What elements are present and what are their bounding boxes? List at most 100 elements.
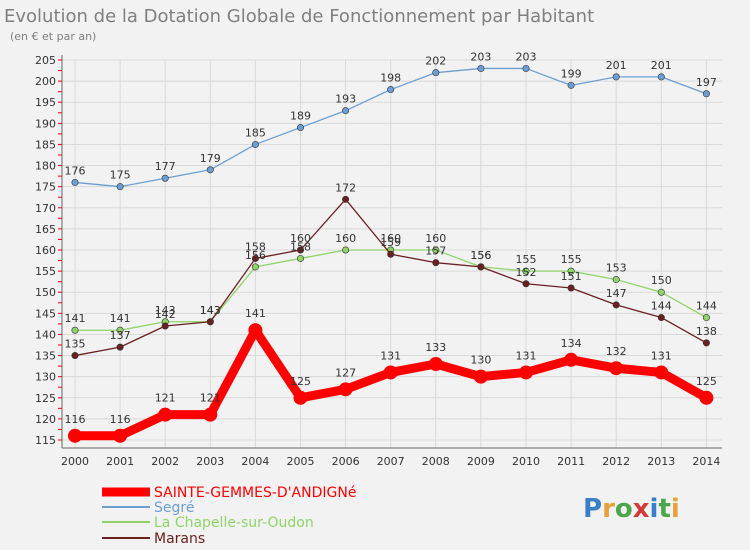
data-point-sainte-gemmes-d-andign xyxy=(428,357,443,371)
data-label-segr: 203 xyxy=(516,50,537,63)
data-point-segr xyxy=(612,73,620,81)
data-label-sainte-gemmes-d-andign: 131 xyxy=(651,349,672,362)
data-label-sainte-gemmes-d-andign: 132 xyxy=(606,345,627,358)
data-point-sainte-gemmes-d-andign xyxy=(248,323,263,338)
data-label-sainte-gemmes-d-andign: 116 xyxy=(110,413,131,426)
data-label-la-chapelle-sur-oudon: 143 xyxy=(200,304,221,317)
proxiti-logo: Proxiti xyxy=(583,494,680,524)
data-label-marans: 158 xyxy=(245,240,266,253)
data-point-segr xyxy=(432,69,440,77)
data-point-sainte-gemmes-d-andign xyxy=(654,365,669,380)
data-label-sainte-gemmes-d-andign: 134 xyxy=(561,337,582,350)
data-label-marans: 143 xyxy=(200,304,221,317)
data-label-marans: 138 xyxy=(696,325,717,338)
data-label-segr: 202 xyxy=(425,55,446,68)
data-point-sainte-gemmes-d-andign xyxy=(68,428,82,443)
data-point-marans xyxy=(567,284,575,292)
data-point-marans xyxy=(116,343,124,351)
data-label-la-chapelle-sur-oudon: 158 xyxy=(290,240,311,253)
data-label-la-chapelle-sur-oudon: 160 xyxy=(335,232,356,245)
data-point-la-chapelle-sur-oudon xyxy=(702,314,710,322)
data-label-marans: 137 xyxy=(110,329,131,342)
data-point-la-chapelle-sur-oudon xyxy=(296,254,304,262)
data-label-la-chapelle-sur-oudon: 153 xyxy=(606,262,627,275)
data-label-segr: 199 xyxy=(561,67,582,80)
x-tick-label: 2004 xyxy=(241,455,269,468)
data-point-marans xyxy=(432,259,440,267)
data-label-marans: 156 xyxy=(470,249,491,262)
data-point-segr xyxy=(387,86,395,94)
data-point-marans xyxy=(387,250,395,258)
data-label-sainte-gemmes-d-andign: 125 xyxy=(290,375,311,388)
data-point-marans xyxy=(612,301,620,309)
data-point-sainte-gemmes-d-andign xyxy=(203,407,218,422)
x-tick-label: 2014 xyxy=(692,455,720,468)
logo-letter: o xyxy=(615,494,633,524)
data-label-segr: 203 xyxy=(470,50,491,63)
data-label-sainte-gemmes-d-andign: 130 xyxy=(470,354,491,367)
data-label-sainte-gemmes-d-andign: 133 xyxy=(425,341,446,354)
data-label-la-chapelle-sur-oudon: 156 xyxy=(470,249,491,262)
x-tick-label: 2009 xyxy=(467,455,495,468)
logo-letter: r xyxy=(602,494,615,524)
data-label-la-chapelle-sur-oudon: 141 xyxy=(65,312,86,325)
y-tick-label: 160 xyxy=(35,244,56,257)
data-point-sainte-gemmes-d-andign xyxy=(158,407,173,422)
data-label-marans: 157 xyxy=(425,245,446,258)
x-tick-label: 2007 xyxy=(377,455,405,468)
x-tick-label: 2006 xyxy=(332,455,360,468)
data-point-marans xyxy=(702,339,710,347)
y-tick-label: 155 xyxy=(35,265,56,278)
data-point-marans xyxy=(296,246,304,254)
data-point-la-chapelle-sur-oudon xyxy=(567,267,575,275)
x-tick-label: 2002 xyxy=(151,455,179,468)
y-tick-label: 205 xyxy=(35,54,56,67)
data-label-marans: 159 xyxy=(380,236,401,249)
data-label-sainte-gemmes-d-andign: 116 xyxy=(65,413,86,426)
data-point-sainte-gemmes-d-andign xyxy=(699,390,714,405)
data-label-sainte-gemmes-d-andign: 125 xyxy=(696,375,717,388)
x-tick-label: 2008 xyxy=(422,455,450,468)
x-tick-label: 2011 xyxy=(557,455,585,468)
data-label-segr: 201 xyxy=(651,59,672,72)
y-tick-label: 130 xyxy=(35,371,56,384)
axes: 115 120 125 130 135 140 145 150 155 160 165 170 175 1… xyxy=(35,54,722,468)
data-label-segr: 176 xyxy=(65,164,86,177)
data-label-marans: 152 xyxy=(516,266,537,279)
legend-label-segr: Segré xyxy=(154,500,194,516)
data-point-sainte-gemmes-d-andign xyxy=(519,365,533,380)
data-label-la-chapelle-sur-oudon: 155 xyxy=(516,253,537,266)
data-point-marans xyxy=(342,195,350,203)
legend-label-sainte-gemmes-d-andign: SAINTE-GEMMES-D'ANDIGNé xyxy=(154,485,356,501)
y-tick-label: 140 xyxy=(35,328,56,341)
data-label-sainte-gemmes-d-andign: 127 xyxy=(335,366,356,379)
data-label-segr: 189 xyxy=(290,110,311,123)
y-tick-label: 125 xyxy=(35,392,56,405)
y-tick-label: 165 xyxy=(35,223,56,236)
y-tick-label: 180 xyxy=(35,160,56,173)
data-point-segr xyxy=(477,64,485,72)
data-point-segr xyxy=(296,124,304,132)
data-point-segr xyxy=(702,90,710,98)
data-point-marans xyxy=(251,254,259,262)
data-label-segr: 193 xyxy=(335,93,356,106)
data-label-marans: 160 xyxy=(290,232,311,245)
series-layer xyxy=(68,64,714,443)
data-point-segr xyxy=(567,81,575,89)
data-label-la-chapelle-sur-oudon: 160 xyxy=(380,232,401,245)
data-point-marans xyxy=(161,322,169,330)
data-label-segr: 197 xyxy=(696,76,717,89)
data-point-segr xyxy=(116,183,124,191)
data-label-sainte-gemmes-d-andign: 131 xyxy=(380,349,401,362)
logo-letter: t xyxy=(658,494,670,524)
logo-letter: x xyxy=(633,494,650,524)
x-tick-label: 2013 xyxy=(647,455,675,468)
data-label-segr: 179 xyxy=(200,152,221,165)
data-point-sainte-gemmes-d-andign xyxy=(293,390,308,405)
data-point-marans xyxy=(206,318,214,326)
grid xyxy=(62,59,722,448)
data-point-marans xyxy=(657,314,665,322)
y-tick-label: 145 xyxy=(35,307,56,320)
